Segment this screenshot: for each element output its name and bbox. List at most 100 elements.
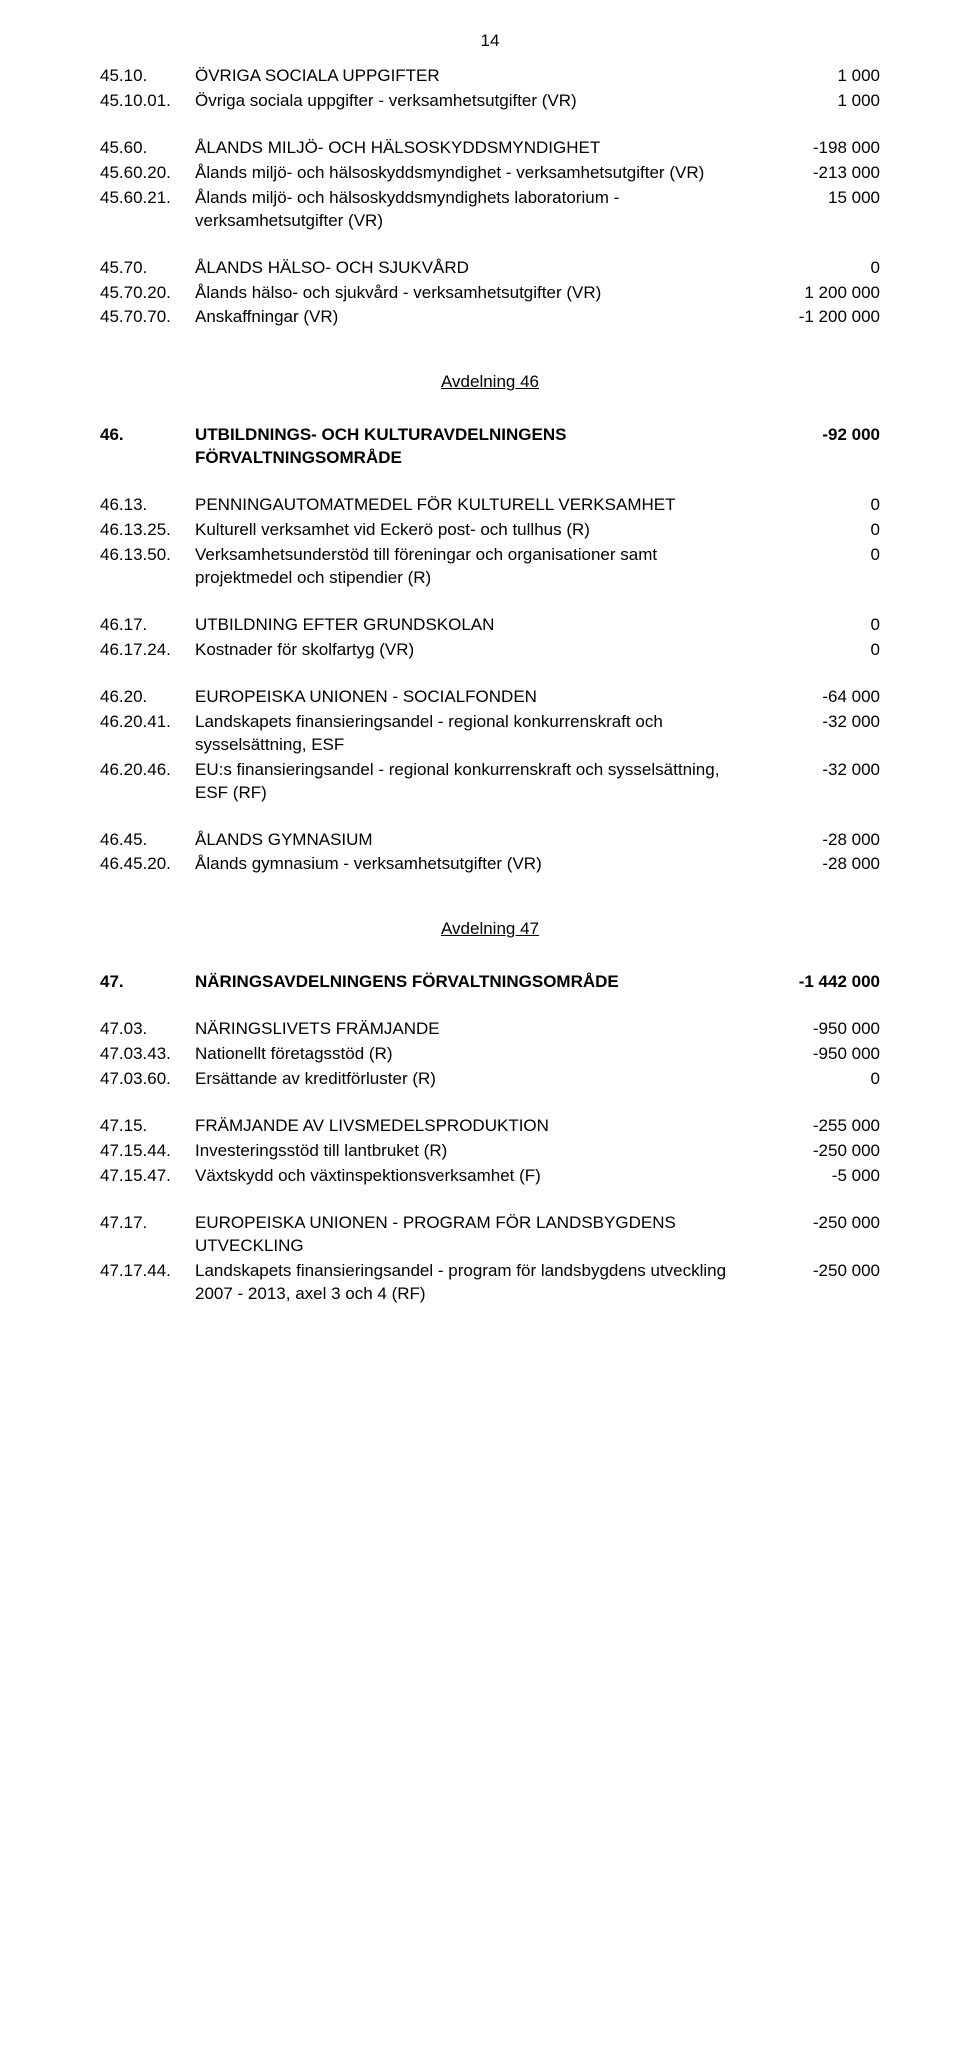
budget-value: 1 000 [760,65,880,88]
budget-value: -32 000 [760,759,880,782]
budget-row: 46.13.50.Verksamhetsunderstöd till fören… [100,544,880,590]
budget-label: ÅLANDS GYMNASIUM [195,829,760,852]
budget-row: 46.17.24.Kostnader för skolfartyg (VR)0 [100,639,880,662]
budget-code: 47.15.44. [100,1140,195,1163]
budget-label: EU:s finansieringsandel - regional konku… [195,759,760,805]
budget-label: ÅLANDS HÄLSO- OCH SJUKVÅRD [195,257,760,280]
budget-code: 47.03.43. [100,1043,195,1066]
budget-value: -213 000 [760,162,880,185]
budget-value: -250 000 [760,1260,880,1283]
budget-code: 47.17. [100,1212,195,1235]
budget-row: 47.03.NÄRINGSLIVETS FRÄMJANDE-950 000 [100,1018,880,1041]
budget-code: 47.17.44. [100,1260,195,1283]
budget-row: 46.13.PENNINGAUTOMATMEDEL FÖR KULTURELL … [100,494,880,517]
budget-label: EUROPEISKA UNIONEN - PROGRAM FÖR LANDSBY… [195,1212,760,1258]
budget-row: 47.15.FRÄMJANDE AV LIVSMEDELSPRODUKTION-… [100,1115,880,1138]
budget-row: 47.03.43.Nationellt företagsstöd (R)-950… [100,1043,880,1066]
budget-row: 46.17.UTBILDNING EFTER GRUNDSKOLAN0 [100,614,880,637]
budget-value: -5 000 [760,1165,880,1188]
budget-value: 0 [760,494,880,517]
budget-row: 45.70.ÅLANDS HÄLSO- OCH SJUKVÅRD0 [100,257,880,280]
budget-row: 45.60.21.Ålands miljö- och hälsoskyddsmy… [100,187,880,233]
budget-row: 46.13.25.Kulturell verksamhet vid Eckerö… [100,519,880,542]
budget-value: -950 000 [760,1018,880,1041]
budget-row: 47.15.44.Investeringsstöd till lantbruke… [100,1140,880,1163]
spacer [100,472,880,494]
budget-value: 1 200 000 [760,282,880,305]
budget-row: 46.UTBILDNINGS- OCH KULTURAVDELNINGENS F… [100,424,880,470]
budget-value: -950 000 [760,1043,880,1066]
budget-label: Ålands hälso- och sjukvård - verksamhets… [195,282,760,305]
spacer [100,235,880,257]
budget-code: 46.17.24. [100,639,195,662]
budget-code: 46.20.41. [100,711,195,734]
budget-code: 45.60.20. [100,162,195,185]
budget-row: 45.10.ÖVRIGA SOCIALA UPPGIFTER1 000 [100,65,880,88]
budget-row: 45.70.20.Ålands hälso- och sjukvård - ve… [100,282,880,305]
budget-row: 45.60.ÅLANDS MILJÖ- OCH HÄLSOSKYDDSMYNDI… [100,137,880,160]
budget-row: 46.20.EUROPEISKA UNIONEN - SOCIALFONDEN-… [100,686,880,709]
section-divider: Avdelning 47 [100,918,880,941]
budget-row: 46.20.41.Landskapets finansieringsandel … [100,711,880,757]
budget-code: 45.70. [100,257,195,280]
budget-value: -1 200 000 [760,306,880,329]
budget-label: Kostnader för skolfartyg (VR) [195,639,760,662]
budget-row: 47.03.60.Ersättande av kreditförluster (… [100,1068,880,1091]
budget-label: PENNINGAUTOMATMEDEL FÖR KULTURELL VERKSA… [195,494,760,517]
budget-label: Anskaffningar (VR) [195,306,760,329]
spacer [100,1190,880,1212]
budget-label: EUROPEISKA UNIONEN - SOCIALFONDEN [195,686,760,709]
budget-label: Nationellt företagsstöd (R) [195,1043,760,1066]
spacer [100,1093,880,1115]
budget-value: 0 [760,257,880,280]
budget-row: 47.NÄRINGSAVDELNINGENS FÖRVALTNINGSOMRÅD… [100,971,880,994]
budget-value: 1 000 [760,90,880,113]
page-number: 14 [100,30,880,53]
budget-value: 0 [760,519,880,542]
budget-row: 47.15.47.Växtskydd och växtinspektionsve… [100,1165,880,1188]
budget-value: 0 [760,544,880,567]
budget-code: 46. [100,424,195,447]
budget-code: 46.45.20. [100,853,195,876]
budget-code: 46.17. [100,614,195,637]
budget-label: Ålands gymnasium - verksamhetsutgifter (… [195,853,760,876]
budget-label: Kulturell verksamhet vid Eckerö post- oc… [195,519,760,542]
budget-label: Verksamhetsunderstöd till föreningar och… [195,544,760,590]
spacer [100,996,880,1018]
budget-row: 45.60.20.Ålands miljö- och hälsoskyddsmy… [100,162,880,185]
budget-code: 45.70.70. [100,306,195,329]
budget-code: 46.20. [100,686,195,709]
budget-code: 46.13.50. [100,544,195,567]
budget-code: 46.45. [100,829,195,852]
budget-label: UTBILDNINGS- OCH KULTURAVDELNINGENS FÖRV… [195,424,760,470]
budget-row: 47.17.44.Landskapets finansieringsandel … [100,1260,880,1306]
budget-code: 45.70.20. [100,282,195,305]
budget-code: 45.10. [100,65,195,88]
budget-code: 47. [100,971,195,994]
document-page: 14 45.10.ÖVRIGA SOCIALA UPPGIFTER1 00045… [0,0,960,1358]
budget-value: 0 [760,614,880,637]
budget-label: ÅLANDS MILJÖ- OCH HÄLSOSKYDDSMYNDIGHET [195,137,760,160]
budget-row: 46.20.46.EU:s finansieringsandel - regio… [100,759,880,805]
budget-table: 45.10.ÖVRIGA SOCIALA UPPGIFTER1 00045.10… [100,65,880,1306]
budget-value: -32 000 [760,711,880,734]
budget-value: -250 000 [760,1212,880,1235]
budget-value: -250 000 [760,1140,880,1163]
budget-row: 46.45.20.Ålands gymnasium - verksamhetsu… [100,853,880,876]
budget-label: Växtskydd och växtinspektionsverksamhet … [195,1165,760,1188]
budget-code: 45.10.01. [100,90,195,113]
budget-value: -255 000 [760,1115,880,1138]
budget-label: Ålands miljö- och hälsoskyddsmyndighets … [195,187,760,233]
spacer [100,592,880,614]
section-divider: Avdelning 46 [100,371,880,394]
spacer [100,807,880,829]
budget-row: 45.10.01.Övriga sociala uppgifter - verk… [100,90,880,113]
budget-label: Ersättande av kreditförluster (R) [195,1068,760,1091]
budget-value: 0 [760,1068,880,1091]
budget-label: Övriga sociala uppgifter - verksamhetsut… [195,90,760,113]
budget-code: 45.60. [100,137,195,160]
budget-value: -64 000 [760,686,880,709]
budget-row: 45.70.70.Anskaffningar (VR)-1 200 000 [100,306,880,329]
spacer [100,115,880,137]
budget-label: NÄRINGSLIVETS FRÄMJANDE [195,1018,760,1041]
